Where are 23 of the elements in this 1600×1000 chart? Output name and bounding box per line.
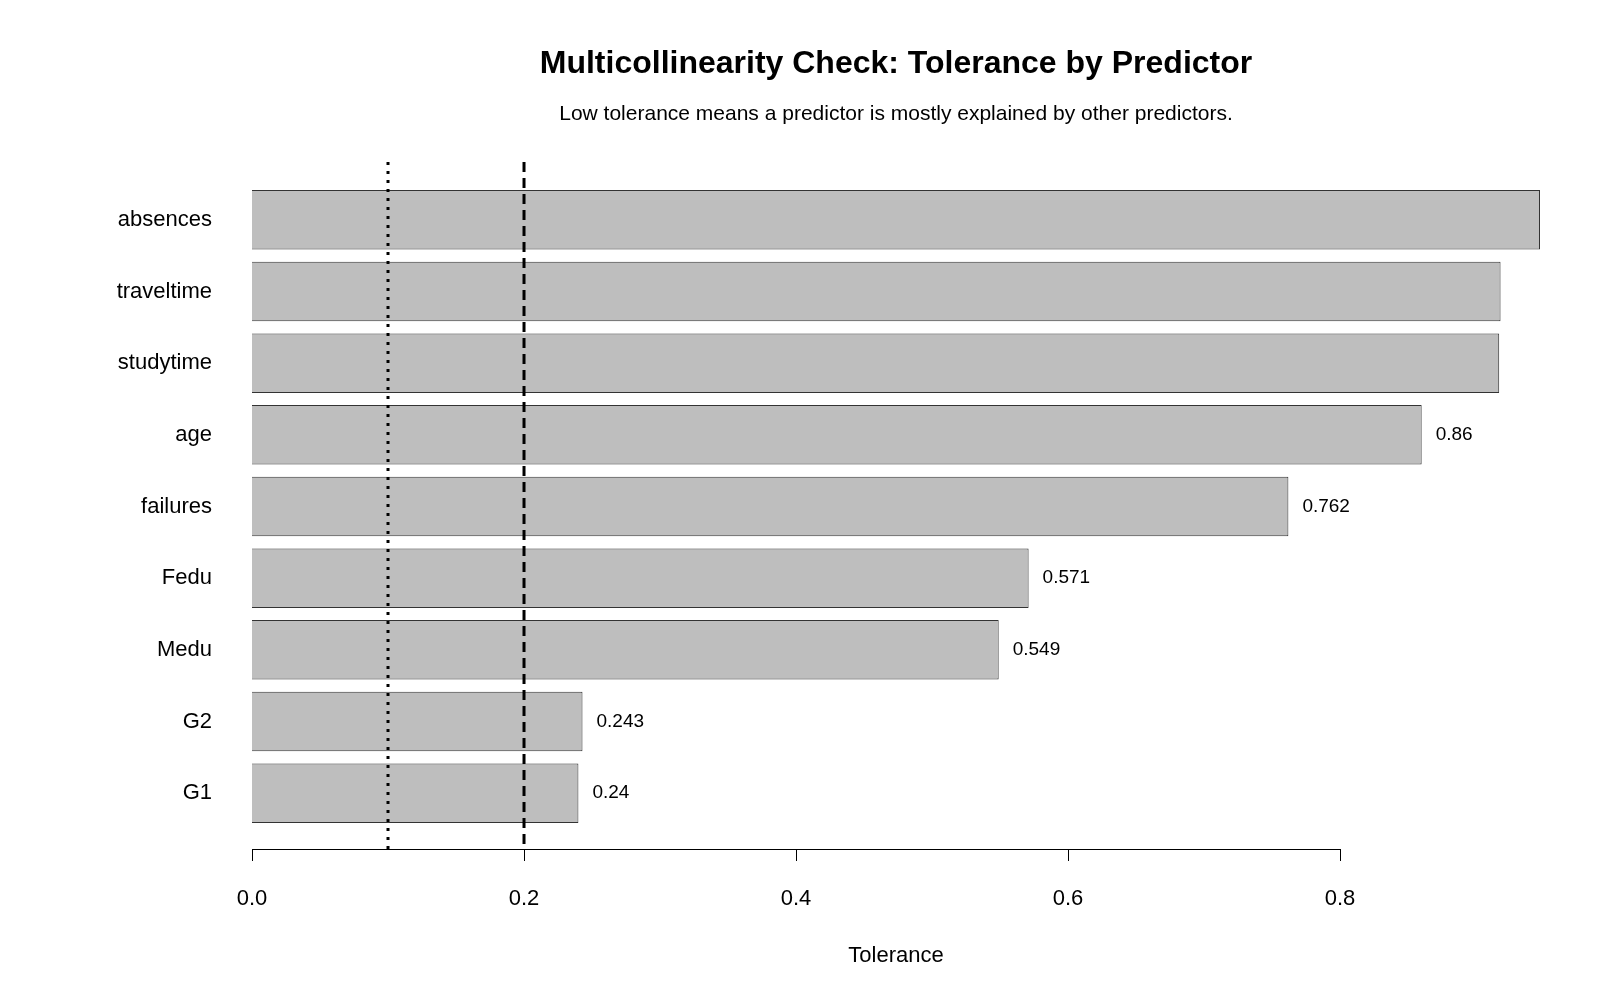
data-label: 0.571 (1042, 566, 1091, 588)
x-tick-label: 0.6 (1052, 885, 1084, 911)
data-label: 0.762 (1302, 494, 1350, 516)
x-tick-label: 0.8 (1324, 885, 1356, 911)
x-tick-label: 0.2 (508, 885, 540, 911)
y-tick-label: traveltime (116, 277, 212, 303)
y-tick-label: failures (141, 492, 212, 518)
data-label: 0.549 (1012, 638, 1061, 660)
y-tick-label: studytime (117, 349, 212, 375)
data-label: 0.86 (1435, 423, 1473, 445)
y-tick-label: absences (117, 205, 212, 231)
x-tick-label: 0.0 (236, 885, 268, 911)
x-axis-title: Tolerance (848, 942, 944, 968)
x-tick-label: 0.4 (780, 885, 812, 911)
y-tick-label: age (175, 420, 212, 446)
chart-title: Multicollinearity Check: Tolerance by Predictor (539, 43, 1253, 80)
data-label: 0.24 (592, 781, 630, 803)
data-label: 0.243 (596, 709, 645, 731)
y-tick-label: Fedu (161, 564, 212, 590)
y-tick-label: G2 (182, 707, 212, 733)
y-tick-label: G1 (182, 779, 212, 805)
chart-subtitle: Low tolerance means a predictor is mostly explained by other predictors. (559, 100, 1233, 124)
y-tick-label: Medu (156, 635, 212, 661)
